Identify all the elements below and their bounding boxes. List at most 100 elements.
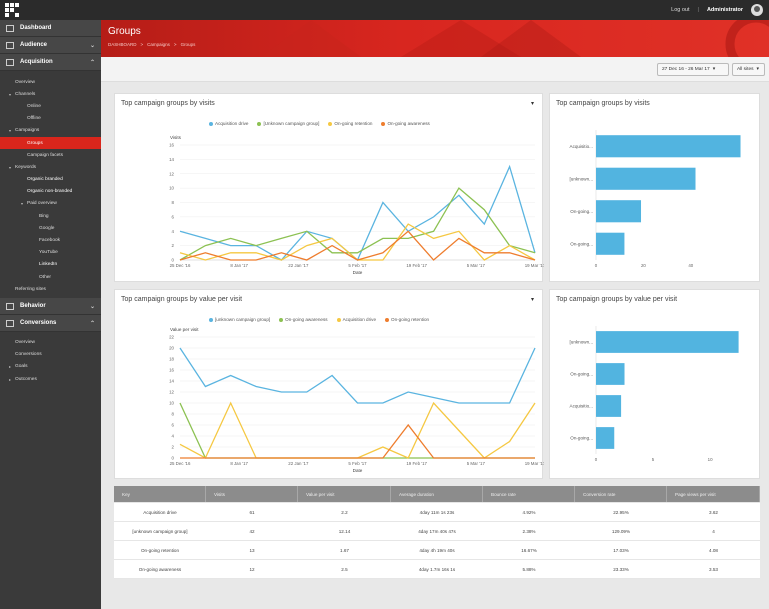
column-header[interactable]: Key [114, 486, 206, 502]
table-cell: Acquisition drive [143, 509, 177, 515]
legend-item[interactable]: Acquisition drive [336, 317, 376, 322]
sidebar-item-label: Paid overview [27, 201, 57, 207]
table-row[interactable]: On-going retention 13 1.67 4day 4h 19m 40s 1… [114, 541, 760, 560]
y-tick-label: 8 [172, 412, 175, 417]
legend-item[interactable]: On-going awareness [381, 121, 430, 126]
column-header[interactable]: Bounce rate [483, 486, 575, 502]
sidebar-item[interactable]: Google [0, 222, 101, 234]
sidebar-item[interactable]: Conversions [0, 349, 101, 361]
expand-caret-icon[interactable]: ▾ [21, 201, 24, 207]
x-tick-label: 20 [641, 263, 646, 268]
sidebar-item[interactable]: Referring sites [0, 283, 101, 295]
user-name[interactable]: Administrator [706, 7, 743, 13]
category-label: On-going... [570, 209, 593, 214]
chevron-down-icon[interactable]: ▾ [530, 297, 534, 303]
sidebar-item[interactable]: Groups [0, 136, 101, 150]
site-dropdown[interactable]: All sites ▾ [732, 63, 765, 76]
sidebar-item[interactable]: LinkedIn [0, 259, 101, 271]
sidebar-section-behavior[interactable]: Behavior ⌄ [0, 298, 101, 316]
sidebar-item-label: Referring sites [15, 286, 46, 292]
expand-caret-icon[interactable]: ▾ [9, 91, 12, 97]
conversions-icon [6, 319, 14, 327]
sidebar-item[interactable]: ▾ Campaigns [0, 125, 101, 137]
sidebar-item-label: Outcomes [15, 376, 37, 382]
behavior-icon [6, 302, 14, 310]
expand-caret-icon[interactable]: ▾ [9, 164, 12, 170]
legend-dot [279, 317, 284, 322]
table-cell: 17.03% [613, 547, 629, 553]
breadcrumb-dashboard[interactable]: DASHBOARD [108, 42, 137, 47]
column-header[interactable]: Page views per visit [667, 486, 760, 502]
table-row[interactable]: On-going awareness 12 2.5 4day 1.7m 16s 1s 5… [114, 560, 760, 579]
visits-line-panel: Top campaign groups by visits ▾ Acquisit… [114, 93, 544, 282]
y-tick-label: 20 [169, 346, 174, 351]
bar [596, 427, 615, 449]
sidebar-item-label: YouTube [39, 250, 58, 256]
table-row[interactable]: Acquisition drive 61 2.2 4day 11m 1s 23s 4.9… [114, 503, 760, 522]
table-cell: 4.08 [709, 547, 718, 553]
logout-link[interactable]: Log out [671, 7, 690, 13]
audience-icon [6, 41, 14, 49]
sidebar-item[interactable]: Overview [0, 76, 101, 88]
chart-legend: Acquisition drive [Unknown campaign group… [209, 121, 430, 126]
legend-item[interactable]: On-going retention [385, 317, 429, 322]
sidebar-item[interactable]: ▾ Paid overview [0, 198, 101, 210]
sidebar-item[interactable]: Overview [0, 336, 101, 348]
header-decoration [261, 20, 769, 57]
legend-item[interactable]: [unknown campaign group] [209, 317, 270, 322]
sidebar-item[interactable]: Offline [0, 113, 101, 125]
date-range-dropdown[interactable]: 27 Dec 16 - 26 Mar 17 ▾ [657, 63, 729, 76]
sidebar-item[interactable]: YouTube [0, 247, 101, 259]
sidebar-item[interactable]: ▸ Goals [0, 361, 101, 373]
x-axis-label: Date [353, 270, 363, 275]
sidebar-section-dashboard[interactable]: Dashboard [0, 20, 101, 37]
sidebar-item[interactable]: Other [0, 271, 101, 283]
sidebar-item[interactable]: Online [0, 100, 101, 112]
x-tick-label: 25 Dec '16 [170, 461, 191, 466]
app-logo[interactable] [5, 3, 19, 17]
breadcrumb-campaigns[interactable]: Campaigns [147, 42, 170, 47]
column-header[interactable]: Conversion rate [575, 486, 667, 502]
sidebar-item-label: Facebook [39, 238, 61, 244]
column-header[interactable]: Average duration [391, 486, 483, 502]
value-line-chart: Value per visit 0 2 4 6 8 10 12 14 16 18 20 22 25 Dec… [169, 327, 544, 473]
column-header[interactable]: Visits [206, 486, 298, 502]
x-tick-label: 22 Jan '17 [288, 263, 309, 268]
expand-caret-icon[interactable]: ▾ [9, 128, 12, 134]
sidebar-item-label: Overview [15, 339, 35, 345]
column-header[interactable]: Value per visit [298, 486, 391, 502]
sidebar-item[interactable]: ▸ Outcomes [0, 373, 101, 385]
legend-dot [257, 121, 262, 126]
x-tick-label: 8 Jan '17 [230, 263, 248, 268]
legend-label: On-going awareness [387, 121, 430, 126]
table-cell: 23.33% [613, 566, 629, 572]
legend-item[interactable]: Acquisition drive [209, 121, 248, 126]
sidebar-section-conversions[interactable]: Conversions ⌃ [0, 315, 101, 333]
sidebar-item[interactable]: ▾ Keywords [0, 161, 101, 173]
legend-label: [Unknown campaign group] [263, 121, 320, 126]
table-cell: 3.62 [709, 509, 718, 515]
section-label: Behavior [20, 303, 46, 310]
sidebar-section-acquisition[interactable]: Acquisition ⌃ [0, 54, 101, 71]
expand-caret-icon[interactable]: ▸ [9, 364, 12, 370]
x-tick-label: 0 [595, 457, 598, 462]
chevron-down-icon[interactable]: ▾ [530, 101, 534, 107]
expand-caret-icon[interactable]: ▸ [9, 376, 12, 382]
acquisition-icon [6, 58, 14, 66]
y-tick-label: 16 [169, 143, 174, 148]
sidebar-item[interactable]: Bing [0, 210, 101, 222]
legend-dot [209, 317, 213, 322]
chevron-up-icon: ⌃ [89, 60, 95, 66]
sidebar-item[interactable]: Organic branded [0, 174, 101, 186]
legend-item[interactable]: On-going awareness [279, 317, 328, 322]
sidebar-item[interactable]: ▾ Channels [0, 88, 101, 100]
sidebar-item[interactable]: Facebook [0, 234, 101, 246]
legend-item[interactable]: On-going retention [328, 121, 372, 126]
sidebar-item-label: Organic branded [27, 177, 63, 183]
avatar[interactable] [751, 4, 763, 16]
sidebar-item[interactable]: Organic non-branded [0, 186, 101, 198]
table-row[interactable]: [unknown campaign group] 42 12.14 4day 17m … [114, 522, 760, 541]
sidebar-section-audience[interactable]: Audience ⌄ [0, 37, 101, 54]
legend-item[interactable]: [Unknown campaign group] [257, 121, 319, 126]
sidebar-item[interactable]: Campaign facets [0, 149, 101, 161]
